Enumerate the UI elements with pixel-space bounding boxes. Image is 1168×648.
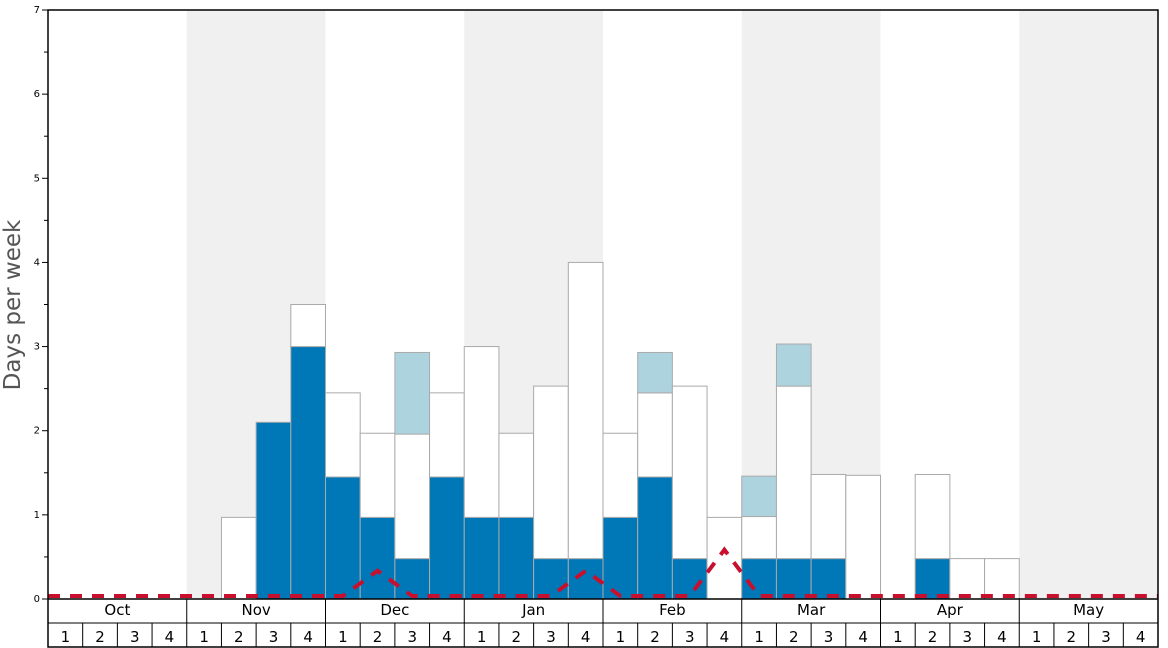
week-label-apr-1: 1	[893, 628, 903, 646]
week-label-apr-3: 3	[962, 628, 972, 646]
week-label-may-4: 4	[1136, 628, 1146, 646]
week-label-feb-2: 2	[650, 628, 660, 646]
month-label-jan: Jan	[521, 601, 545, 619]
bar-white-7	[290, 304, 326, 348]
bar-white-8	[325, 392, 361, 478]
week-label-mar-4: 4	[858, 628, 868, 646]
week-label-jan-4: 4	[581, 628, 591, 646]
y-tick-label-4: 4	[34, 257, 40, 268]
bar-white-20	[741, 516, 777, 560]
bar-white-26	[949, 558, 986, 600]
bar-dark-14	[533, 558, 569, 600]
y-tick-label-3: 3	[34, 342, 40, 353]
month-label-dec: Dec	[380, 601, 409, 619]
bar-white-21	[775, 385, 812, 560]
week-label-may-3: 3	[1101, 628, 1111, 646]
bar-dark-16	[602, 516, 639, 600]
week-label-oct-2: 2	[95, 628, 105, 646]
month-shade-may	[1019, 10, 1158, 599]
bar-white-12	[463, 346, 500, 518]
week-label-jan-1: 1	[477, 628, 487, 646]
week-label-may-1: 1	[1032, 628, 1042, 646]
bar-white-19	[706, 516, 743, 600]
week-label-apr-2: 2	[928, 628, 938, 646]
y-tick-label-1: 1	[34, 510, 40, 521]
y-tick-label-2: 2	[34, 426, 40, 437]
week-label-feb-3: 3	[685, 628, 695, 646]
bar-dark-13	[498, 516, 535, 600]
month-label-feb: Feb	[659, 601, 686, 619]
bar-light-17	[637, 351, 673, 394]
bar-dark-18	[671, 558, 708, 600]
bar-dark-22	[810, 558, 847, 600]
bar-white-5	[220, 516, 257, 600]
week-label-dec-3: 3	[407, 628, 417, 646]
week-label-nov-1: 1	[199, 628, 209, 646]
week-label-nov-4: 4	[303, 628, 313, 646]
month-label-nov: Nov	[241, 601, 270, 619]
bar-dark-8	[325, 476, 361, 600]
y-tick-label-6: 6	[34, 89, 40, 100]
y-tick-label-7: 7	[34, 5, 40, 16]
y-tick-label-5: 5	[34, 173, 40, 184]
bar-light-10	[394, 351, 431, 435]
week-label-oct-1: 1	[61, 628, 71, 646]
week-label-dec-4: 4	[442, 628, 452, 646]
bar-white-22	[810, 473, 847, 560]
bar-white-15	[567, 261, 604, 560]
bar-dark-7	[290, 346, 326, 600]
bar-dark-20	[741, 558, 777, 600]
bar-light-20	[741, 475, 777, 518]
week-label-dec-2: 2	[373, 628, 383, 646]
bars	[220, 261, 1020, 600]
bar-white-18	[671, 385, 708, 560]
week-label-nov-2: 2	[234, 628, 244, 646]
bar-white-16	[602, 432, 639, 518]
y-axis: 0 1 2 3 4 5 6 7	[34, 5, 48, 605]
bar-dark-6	[255, 421, 292, 600]
week-label-mar-3: 3	[824, 628, 834, 646]
bar-dark-10	[394, 558, 431, 600]
bar-white-10	[394, 433, 431, 560]
week-label-feb-1: 1	[616, 628, 626, 646]
month-label-oct: Oct	[104, 601, 130, 619]
week-label-jan-2: 2	[512, 628, 522, 646]
bar-white-23	[845, 474, 881, 600]
y-tick-label-0: 0	[34, 594, 40, 605]
bar-dark-21	[775, 558, 812, 600]
week-label-mar-1: 1	[754, 628, 764, 646]
bar-white-14	[533, 385, 569, 560]
bar-white-11	[429, 392, 465, 478]
bar-dark-9	[359, 516, 396, 600]
week-label-apr-4: 4	[997, 628, 1007, 646]
bar-dark-17	[637, 476, 673, 600]
bar-dark-25	[914, 558, 951, 600]
bar-white-13	[498, 432, 535, 518]
week-label-oct-3: 3	[130, 628, 140, 646]
bar-light-21	[775, 343, 812, 387]
plot-frame	[47, 9, 1159, 648]
week-label-may-2: 2	[1067, 628, 1077, 646]
week-label-nov-3: 3	[269, 628, 279, 646]
bar-white-9	[359, 432, 396, 518]
week-label-feb-4: 4	[720, 628, 730, 646]
week-label-oct-4: 4	[165, 628, 175, 646]
week-label-mar-2: 2	[789, 628, 799, 646]
month-label-mar: Mar	[797, 601, 826, 619]
week-label-dec-1: 1	[338, 628, 348, 646]
month-label-may: May	[1073, 601, 1104, 619]
x-axis: Oct 1 2 3 4 Nov 1 2 3 4 Dec 1 2 3 4 Jan 1 2 3 4 Feb 1 2 3 4 Mar 1 2…	[47, 598, 1158, 647]
bar-white-25	[914, 473, 951, 560]
bar-white-27	[984, 558, 1020, 600]
week-label-jan-3: 3	[546, 628, 556, 646]
bar-dark-11	[429, 476, 465, 600]
bar-dark-12	[463, 516, 500, 600]
y-axis-label: Days per week	[0, 219, 26, 390]
month-label-apr: Apr	[937, 601, 964, 619]
dashed-line-series	[48, 546, 1158, 598]
bar-white-17	[637, 392, 673, 478]
